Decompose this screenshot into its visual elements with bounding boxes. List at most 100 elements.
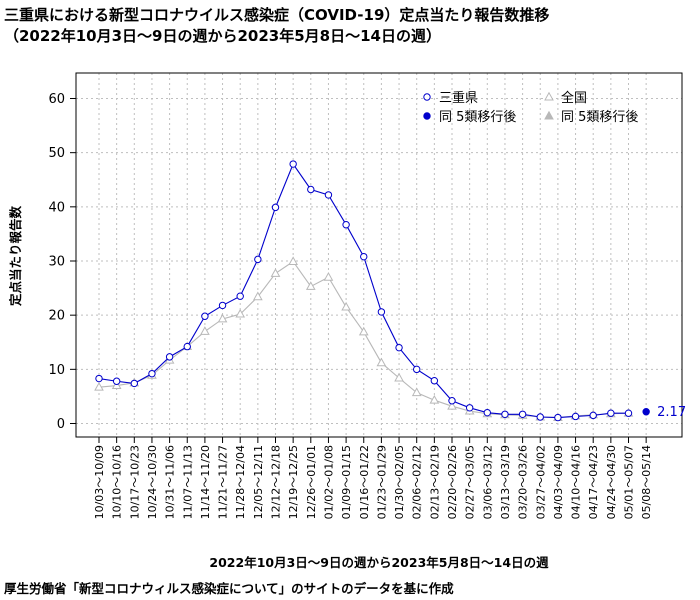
series-national-point bbox=[376, 357, 387, 367]
y-tick-label: 60 bbox=[48, 92, 65, 107]
series-mie-point bbox=[554, 413, 562, 422]
x-tick-label: 02/06〜02/12 bbox=[411, 445, 424, 519]
legend-label: 全国 bbox=[561, 90, 587, 106]
x-tick-label: 05/01〜05/07 bbox=[623, 445, 636, 519]
series-mie-point bbox=[342, 221, 350, 229]
x-tick-label: 10/03〜10/09 bbox=[93, 445, 106, 519]
series-mie-post5-point bbox=[642, 408, 650, 416]
x-tick-label: 10/10〜10/16 bbox=[111, 445, 124, 519]
series-mie-point bbox=[271, 203, 280, 212]
x-tick-label: 04/17〜04/23 bbox=[587, 445, 600, 519]
x-tick-label: 01/09〜01/15 bbox=[340, 445, 353, 519]
x-tick-label: 03/06〜03/12 bbox=[481, 445, 494, 519]
x-tick-label: 12/12〜12/18 bbox=[270, 445, 283, 519]
x-axis-title: 2022年10月3日〜9日の週から2023年5月8日〜14日の週 bbox=[209, 555, 549, 570]
x-tick-label: 11/21〜11/27 bbox=[217, 445, 230, 519]
series-mie-point bbox=[218, 301, 227, 310]
x-tick-label: 03/13〜03/19 bbox=[499, 445, 512, 519]
y-tick-label: 50 bbox=[48, 146, 65, 161]
x-tick-label: 04/24〜04/30 bbox=[605, 445, 618, 519]
x-tick-label: 01/16〜01/22 bbox=[358, 445, 371, 519]
series-mie-point bbox=[483, 408, 491, 417]
series-mie-point bbox=[148, 369, 156, 378]
series-mie-point bbox=[95, 374, 103, 383]
x-tick-label: 05/08〜05/14 bbox=[640, 445, 653, 519]
series-national-point bbox=[217, 313, 228, 323]
legend-marker bbox=[544, 91, 554, 101]
x-tick-label: 01/30〜02/05 bbox=[393, 445, 406, 519]
x-tick-label: 10/24〜10/30 bbox=[146, 445, 159, 519]
legend-label: 三重県 bbox=[439, 90, 478, 106]
x-tick-label: 11/07〜11/13 bbox=[181, 445, 194, 519]
series-mie-point bbox=[571, 412, 580, 421]
series-mie-point bbox=[360, 252, 368, 261]
x-tick-label: 03/27〜04/02 bbox=[534, 445, 547, 519]
source-note: 厚生労働省「新型コロナウィルス感染症について」のサイトのデータを基に作成 bbox=[4, 581, 454, 596]
plot-frame bbox=[75, 72, 683, 438]
series-mie-point bbox=[589, 411, 597, 420]
series-mie-point bbox=[607, 409, 615, 417]
x-tick-label: 10/31〜11/06 bbox=[164, 445, 177, 519]
legend-label: 同 5類移行後 bbox=[561, 110, 638, 125]
series-national-point bbox=[429, 394, 440, 404]
series-mie-point bbox=[307, 185, 315, 194]
series-national-point bbox=[94, 381, 104, 391]
x-tick-label: 02/27〜03/05 bbox=[464, 445, 477, 519]
series-mie-point bbox=[501, 410, 509, 418]
series-national-point bbox=[341, 301, 351, 311]
series-mie-point bbox=[377, 308, 386, 316]
series-mie-point bbox=[112, 377, 121, 385]
y-tick-label: 30 bbox=[48, 255, 65, 270]
series-national-point bbox=[358, 326, 369, 336]
chart-subtitle: （2022年10月3日〜9日の週から2023年5月8日〜14日の週） bbox=[4, 27, 441, 45]
x-tick-label: 12/05〜12/11 bbox=[252, 445, 265, 519]
x-tick-label: 04/03〜04/09 bbox=[552, 445, 565, 519]
series-mie-point bbox=[254, 255, 262, 264]
series-national-point bbox=[447, 400, 457, 410]
y-axis-title: 定点当たり報告数 bbox=[8, 206, 23, 308]
x-tick-label: 12/19〜12/25 bbox=[287, 445, 300, 519]
x-tick-label: 12/26〜01/01 bbox=[305, 445, 318, 519]
x-tick-label: 01/02〜01/08 bbox=[322, 445, 335, 519]
legend-marker bbox=[423, 93, 431, 101]
series-mie-point bbox=[130, 379, 139, 388]
x-tick-label: 02/20〜02/26 bbox=[446, 445, 459, 519]
x-tick-label: 10/17〜10/23 bbox=[128, 445, 141, 519]
series-national-point bbox=[411, 387, 422, 397]
legend-marker bbox=[423, 112, 431, 120]
series-mie-point bbox=[201, 312, 209, 320]
series-mie-point bbox=[430, 377, 439, 385]
chart-title: 三重県における新型コロナウイルス感染症（COVID-19）定点当たり報告数推移 bbox=[4, 6, 550, 24]
series-mie-point bbox=[413, 365, 421, 374]
x-tick-label: 02/13〜02/19 bbox=[428, 445, 441, 519]
y-tick-label: 40 bbox=[48, 200, 65, 215]
x-tick-label: 11/28〜12/04 bbox=[234, 445, 247, 519]
series-mie-point bbox=[395, 343, 403, 352]
series-national-point bbox=[288, 256, 298, 265]
series-national-point bbox=[270, 268, 281, 277]
series-mie-point bbox=[518, 410, 527, 418]
series-mie-point bbox=[183, 342, 191, 351]
series-mie-point bbox=[448, 397, 456, 405]
series-mie-point bbox=[324, 191, 333, 199]
series-mie-point bbox=[465, 404, 474, 412]
y-tick-label: 10 bbox=[48, 363, 65, 378]
series-national-point bbox=[323, 272, 334, 281]
y-tick-label: 20 bbox=[48, 309, 65, 324]
series-mie-point bbox=[165, 353, 174, 361]
series-national-point bbox=[253, 291, 263, 301]
series-national-point bbox=[235, 308, 246, 318]
series-national-point bbox=[111, 380, 122, 390]
series-mie-point bbox=[624, 409, 633, 417]
series-national-point bbox=[305, 281, 316, 290]
series-mie-point bbox=[236, 292, 244, 300]
x-tick-label: 04/10〜04/16 bbox=[570, 445, 583, 519]
x-tick-label: 11/14〜11/20 bbox=[199, 445, 212, 519]
series-mie-point bbox=[536, 413, 544, 421]
x-tick-label: 03/20〜03/26 bbox=[517, 445, 530, 519]
data-label: 2.17 bbox=[657, 405, 686, 420]
legend-label: 同 5類移行後 bbox=[439, 110, 516, 125]
x-tick-label: 01/23〜01/29 bbox=[375, 445, 388, 519]
y-tick-label: 0 bbox=[57, 417, 65, 432]
